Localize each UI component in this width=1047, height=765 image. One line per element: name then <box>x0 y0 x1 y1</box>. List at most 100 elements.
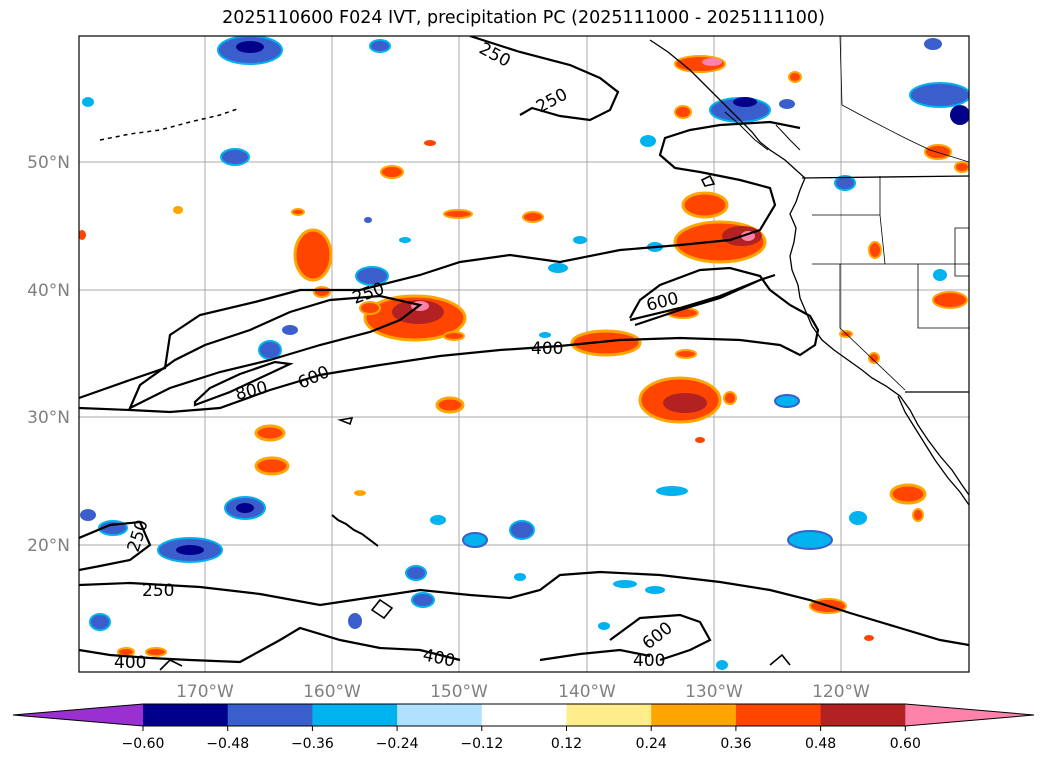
precip-blob-pos <box>443 331 465 341</box>
ivt-contour-600 <box>127 294 423 411</box>
precip-blob-neg <box>405 565 427 581</box>
colorbar-tick-label: −0.48 <box>206 736 249 752</box>
ivt-contour-800 <box>193 360 294 407</box>
precip-blob-pos <box>291 208 305 216</box>
precip-blob-pos <box>392 300 444 324</box>
precip-blob-pos <box>889 483 927 505</box>
precip-blob-pos <box>354 490 366 496</box>
alaska-coastline <box>839 36 969 163</box>
precip-blob-neg <box>89 613 111 631</box>
precip-blob-pos <box>868 241 882 259</box>
precip-anomaly-shading <box>79 36 969 670</box>
precip-blob-neg <box>933 269 947 281</box>
ivt-contour-600-east <box>629 273 776 327</box>
precip-blob-pos <box>313 286 331 298</box>
lat-label: 40°N <box>27 281 70 301</box>
longitude-labels: 170°W 160°W 150°W 140°W 130°W 120°W <box>176 682 870 702</box>
lon-label: 140°W <box>558 682 616 702</box>
ivt-small-contours <box>159 174 791 671</box>
lon-label: 170°W <box>176 682 234 702</box>
colorbar-tick-label: −0.60 <box>122 736 165 752</box>
precip-blob-pos <box>254 456 290 476</box>
precip-blob-neg <box>539 332 551 338</box>
alaska-panhandle <box>724 111 801 151</box>
precip-blob-neg <box>613 580 637 588</box>
precip-blob-neg <box>598 622 610 630</box>
colorbar-tick-label: 0.12 <box>551 736 582 752</box>
precip-blob-neg <box>573 236 587 244</box>
lat-label: 50°N <box>27 153 70 173</box>
precip-blob-neg <box>430 515 446 525</box>
state-borders <box>812 176 969 391</box>
precip-blob-pos <box>293 228 333 282</box>
precip-blob-pos <box>435 396 465 414</box>
contour-label: 400 <box>114 653 146 673</box>
hawaii-islands <box>331 514 379 547</box>
precip-blob-neg <box>282 325 298 335</box>
precip-blob-pos <box>702 58 722 66</box>
colorbar-segment <box>143 704 229 726</box>
precip-blob-pos <box>681 191 729 219</box>
colorbar-extend-low <box>13 704 143 726</box>
precip-blob-pos <box>954 161 969 173</box>
lon-label: 160°W <box>303 682 361 702</box>
colorbar-tick-label: −0.12 <box>460 736 503 752</box>
lat-label: 30°N <box>27 408 70 428</box>
ivt-contours <box>79 36 969 671</box>
colorbar-segment <box>735 704 822 726</box>
precip-blob-neg <box>399 237 411 243</box>
contour-label: 400 <box>633 651 665 671</box>
precip-blob-neg <box>369 39 391 53</box>
precip-blob-pos <box>173 206 183 214</box>
north-america-coastline <box>649 39 969 496</box>
precip-blob-neg <box>236 41 264 53</box>
lon-label: 130°W <box>685 682 743 702</box>
precip-blob-pos <box>424 140 436 146</box>
precip-blob-neg <box>509 520 535 540</box>
contour-label: 250 <box>142 581 174 601</box>
precip-blob-neg <box>348 613 362 629</box>
precip-blob-neg <box>80 509 96 521</box>
precip-blob-neg <box>411 592 435 608</box>
contour-label: 400 <box>531 339 563 359</box>
precip-blob-pos <box>359 301 381 315</box>
precip-blob-pos <box>932 291 968 309</box>
precip-blob-neg <box>774 394 800 408</box>
plot-border <box>78 35 970 673</box>
lon-label: 120°W <box>812 682 870 702</box>
precip-blob-neg <box>258 340 282 360</box>
precip-blob-neg <box>462 532 488 548</box>
baja-california-coastline <box>897 395 969 506</box>
precip-blob-neg <box>733 97 757 107</box>
precip-blob-neg <box>548 263 568 273</box>
precip-blob-pos <box>79 230 86 240</box>
precip-blob-neg <box>364 217 372 223</box>
precip-blob-pos <box>864 635 874 641</box>
precip-blob-neg <box>82 97 94 107</box>
us-canada-border <box>801 175 969 179</box>
precip-blob-neg <box>355 266 389 286</box>
precip-blob-neg <box>236 503 254 513</box>
coastlines-and-borders <box>99 36 969 547</box>
precip-blob-pos <box>443 209 473 219</box>
precip-blob-neg <box>787 530 833 550</box>
ivt-contour-south-400 <box>79 613 712 664</box>
precip-blob-pos <box>924 144 952 160</box>
precip-blob-pos <box>145 647 167 657</box>
colorbar-ticks: −0.60 −0.48 −0.36 −0.24 −0.12 0.12 0.24 0.36 0.4… <box>122 726 921 752</box>
negative-anomaly-blobs <box>80 36 969 670</box>
ivt-contour-400 <box>79 266 820 414</box>
precip-blob-neg <box>909 82 969 108</box>
precip-blob-neg <box>950 105 969 125</box>
precip-blob-pos <box>380 165 404 179</box>
precip-blob-pos <box>674 105 692 119</box>
precip-blob-neg <box>640 135 656 147</box>
lon-label: 150°W <box>430 682 488 702</box>
precip-blob-neg <box>779 99 795 109</box>
precip-blob-pos <box>912 508 924 522</box>
colorbar-segment <box>397 704 483 726</box>
aleutian-islands <box>99 107 241 141</box>
colorbar-tick-label: 0.48 <box>805 736 836 752</box>
precip-blob-neg <box>924 38 942 50</box>
